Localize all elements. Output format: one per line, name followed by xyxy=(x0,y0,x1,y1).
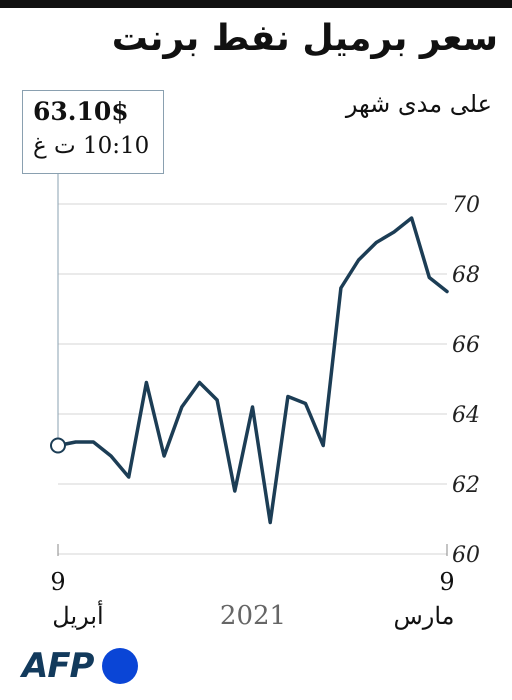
x-label-right-month: مارس xyxy=(393,602,454,630)
y-tick-label-62: 62 xyxy=(452,473,480,498)
afp-logo-dot-icon xyxy=(102,648,138,684)
y-tick-label-60: 60 xyxy=(452,543,480,568)
latest-price-callout: 63.10$ 10:10 ت غ xyxy=(22,90,164,174)
last-point-marker xyxy=(50,437,66,454)
chart-subtitle: على مدى شهر xyxy=(345,90,492,118)
x-label-right-day: 9 xyxy=(439,568,454,596)
afp-logo-text: AFP xyxy=(22,646,94,686)
callout-price: 63.10$ xyxy=(33,97,129,126)
x-label-year: 2021 xyxy=(220,601,286,631)
y-tick-label-64: 64 xyxy=(452,403,480,428)
y-tick-label-68: 68 xyxy=(452,263,480,288)
y-tick-label-66: 66 xyxy=(452,333,480,358)
callout-time: 10:10 ت غ xyxy=(33,133,150,159)
x-label-left-month: أبريل xyxy=(52,599,103,630)
x-label-left-day: 9 xyxy=(50,568,65,596)
series-line-brent xyxy=(56,216,449,525)
y-tick-label-70: 70 xyxy=(452,193,480,218)
top-bar xyxy=(0,0,512,8)
chart-title: سعر برميل نفط برنت xyxy=(111,18,499,59)
